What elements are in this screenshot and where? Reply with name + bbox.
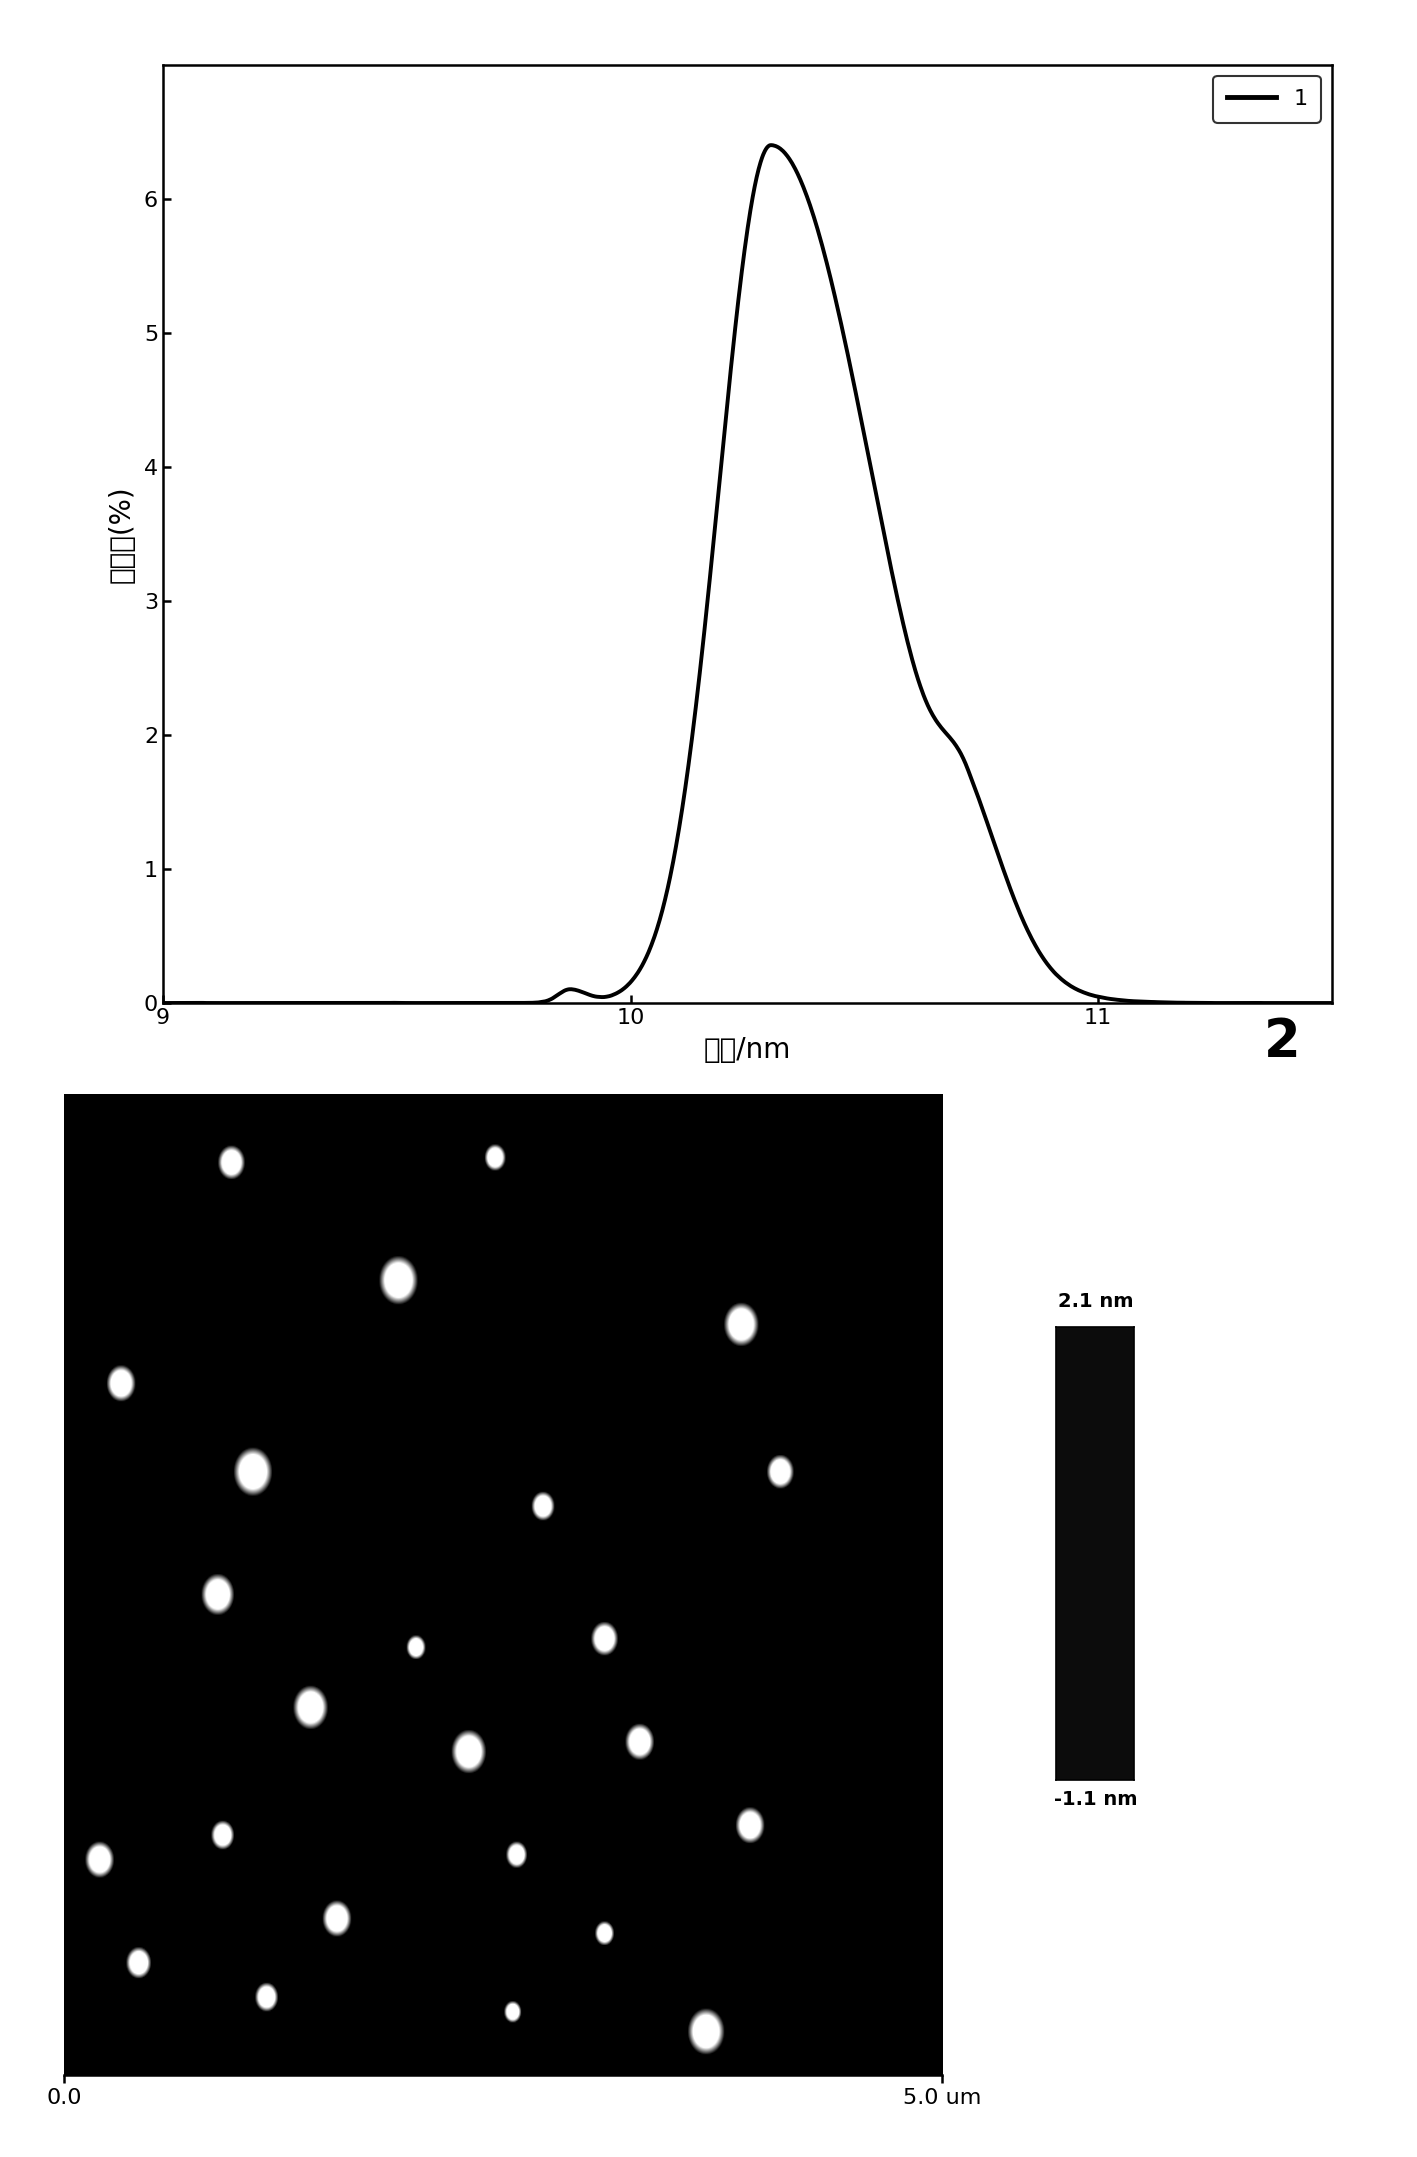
Text: -1.1 nm: -1.1 nm: [1054, 1790, 1136, 1810]
Y-axis label: 百分数(%): 百分数(%): [108, 485, 136, 582]
Text: 2.1 nm: 2.1 nm: [1057, 1292, 1134, 1311]
Text: 2: 2: [1264, 1016, 1301, 1068]
X-axis label: 高度/nm: 高度/nm: [704, 1035, 791, 1063]
Legend: 1: 1: [1213, 75, 1321, 123]
